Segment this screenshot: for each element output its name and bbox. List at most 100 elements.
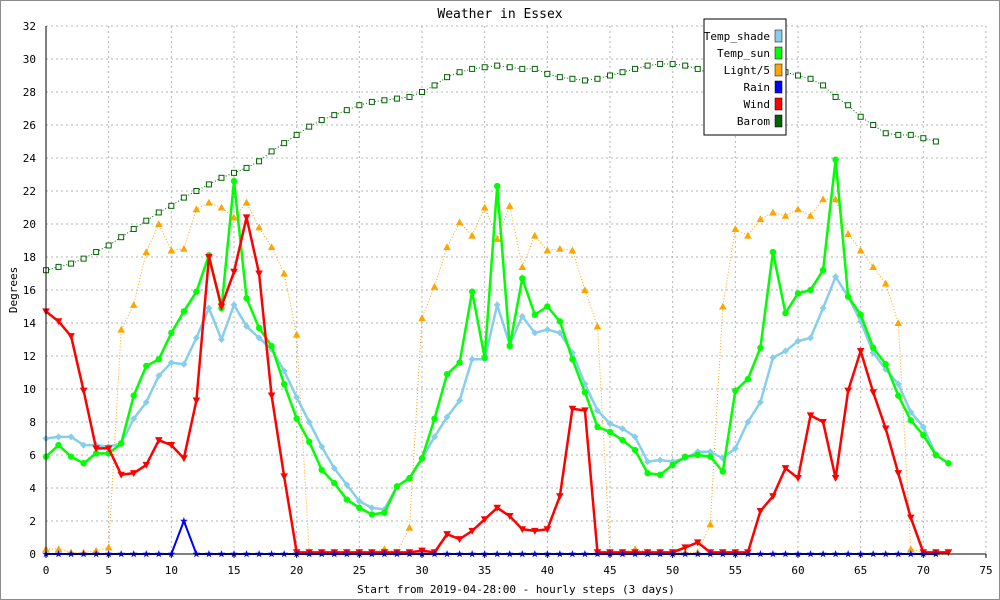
data-point	[168, 202, 175, 209]
data-point	[256, 158, 263, 165]
data-point	[857, 311, 864, 318]
legend-swatch	[774, 114, 783, 128]
data-point	[581, 286, 589, 294]
data-point	[870, 122, 877, 128]
data-point	[845, 102, 852, 109]
data-point	[118, 234, 125, 241]
data-point	[493, 504, 501, 512]
data-point	[556, 329, 564, 337]
data-point	[682, 453, 689, 460]
data-point	[480, 203, 489, 211]
data-point	[143, 362, 150, 370]
data-point	[920, 135, 927, 142]
data-point	[255, 270, 263, 278]
data-point	[217, 303, 226, 311]
data-point	[280, 473, 288, 481]
data-point	[531, 231, 539, 239]
data-point	[494, 182, 501, 190]
data-point	[581, 407, 589, 415]
data-point	[832, 156, 839, 163]
data-point	[343, 496, 350, 503]
data-point	[167, 246, 176, 254]
data-point	[54, 545, 63, 553]
data-point	[619, 425, 627, 433]
y-tick-label: 26	[23, 119, 36, 132]
data-point	[794, 205, 802, 213]
data-point	[807, 75, 814, 82]
data-point	[469, 65, 476, 72]
data-point	[180, 194, 187, 201]
data-point	[356, 504, 363, 511]
data-point	[831, 475, 840, 482]
data-point	[819, 304, 827, 312]
data-point	[67, 333, 75, 340]
data-point	[443, 370, 451, 378]
data-point	[243, 295, 250, 302]
data-point	[68, 260, 75, 267]
legend-label: Temp_shade	[704, 30, 770, 43]
data-point	[543, 246, 552, 254]
data-point	[293, 393, 301, 401]
data-point	[80, 460, 87, 467]
data-point	[606, 428, 614, 436]
data-point	[732, 387, 739, 394]
x-tick-label: 35	[478, 564, 491, 577]
legend-label: Wind	[744, 98, 771, 111]
data-point	[280, 269, 288, 277]
data-point	[769, 354, 777, 362]
data-point	[255, 334, 263, 342]
data-point	[669, 60, 676, 67]
data-point	[142, 248, 151, 256]
data-point	[306, 438, 313, 445]
data-point	[293, 131, 300, 138]
data-point	[230, 301, 238, 309]
data-point	[632, 65, 639, 72]
data-point	[443, 413, 451, 421]
data-point	[644, 62, 651, 69]
data-point	[143, 217, 150, 224]
data-point	[268, 148, 275, 155]
data-point	[657, 60, 664, 67]
data-point	[693, 539, 702, 547]
data-point	[393, 483, 401, 490]
data-point	[807, 286, 814, 294]
data-point	[368, 504, 376, 512]
data-point	[543, 526, 552, 534]
y-tick-label: 24	[23, 152, 37, 165]
data-point	[443, 243, 451, 251]
data-point	[230, 213, 238, 221]
data-point	[267, 243, 276, 251]
data-point	[381, 97, 388, 104]
data-point	[117, 471, 125, 479]
series-barom	[43, 60, 939, 274]
data-point	[330, 464, 338, 472]
data-point	[381, 509, 388, 516]
data-point	[831, 195, 840, 203]
data-point	[243, 164, 250, 171]
data-point	[456, 359, 463, 366]
data-point	[881, 279, 890, 287]
data-point	[531, 65, 538, 72]
data-point	[844, 293, 852, 300]
x-tick-label: 5	[105, 564, 112, 577]
y-tick-label: 10	[23, 383, 36, 396]
data-point	[518, 526, 527, 534]
data-point	[619, 436, 626, 444]
data-point	[519, 65, 526, 72]
data-point	[218, 174, 225, 181]
y-tick-label: 16	[23, 284, 36, 297]
data-point	[129, 301, 138, 308]
data-point	[418, 455, 426, 462]
data-point	[406, 93, 413, 100]
data-point	[431, 433, 439, 441]
x-tick-label: 30	[415, 564, 428, 577]
data-point	[707, 453, 714, 460]
data-point	[769, 248, 777, 256]
data-point	[531, 311, 538, 318]
data-point	[505, 513, 514, 520]
data-point	[819, 267, 827, 274]
data-point	[544, 303, 551, 310]
data-point	[882, 130, 889, 137]
data-point	[819, 195, 827, 203]
